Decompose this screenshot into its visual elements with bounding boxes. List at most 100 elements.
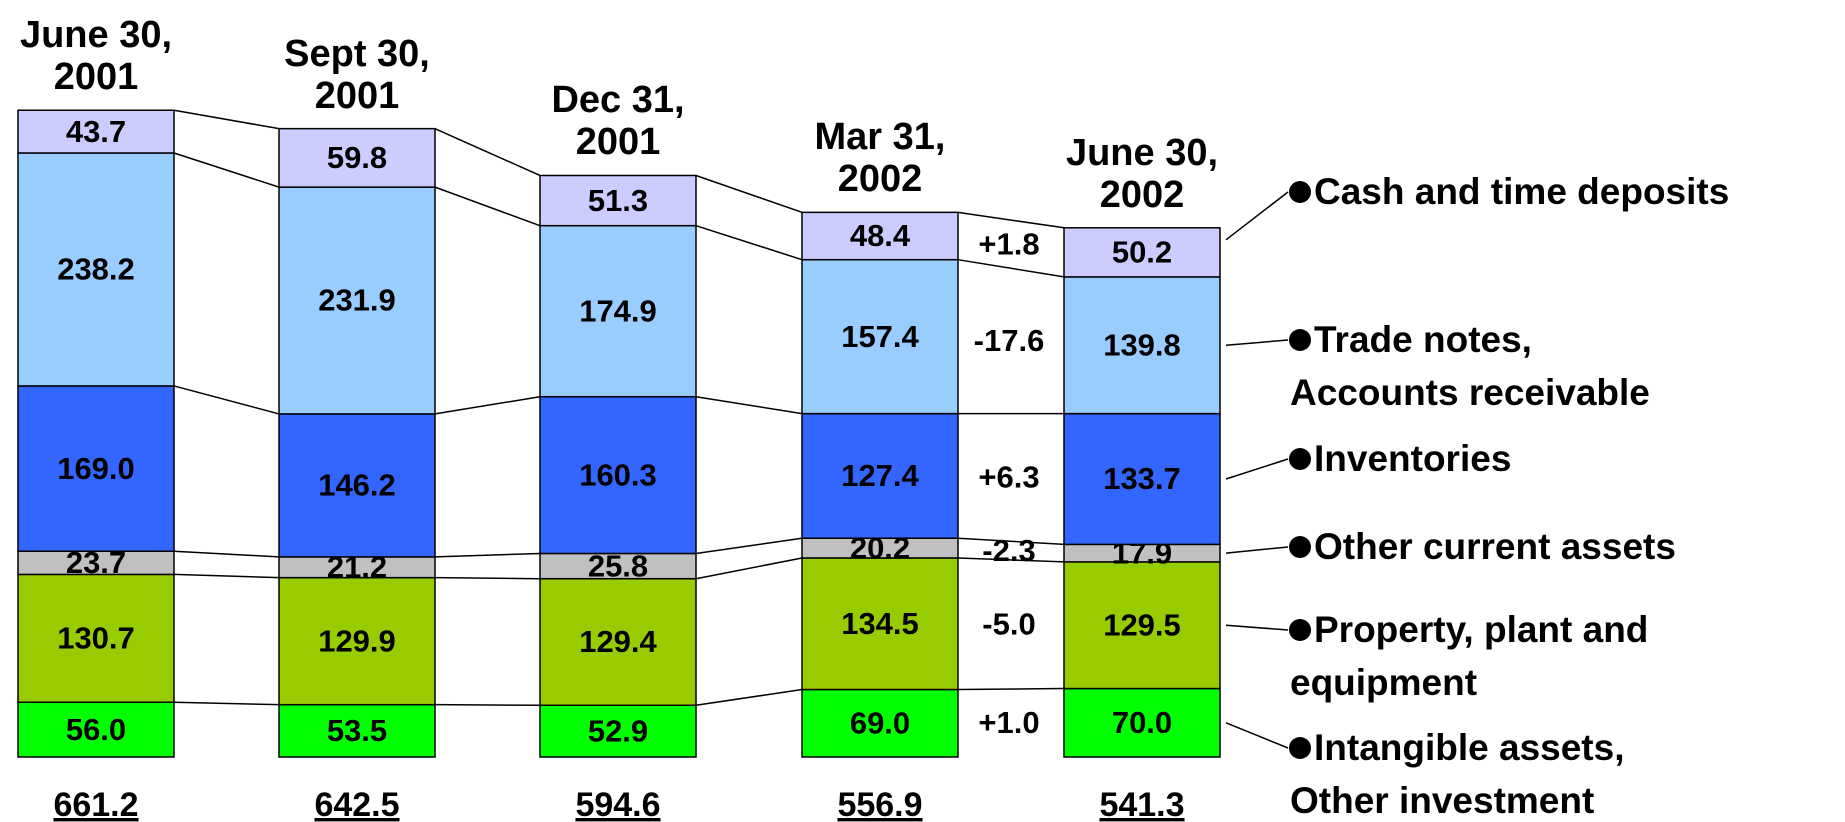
bar-segment	[539, 174, 697, 227]
connector-line	[695, 537, 803, 555]
legend-bullet	[1289, 619, 1311, 641]
data-label: 53.5	[327, 713, 387, 748]
data-label: 134.5	[841, 606, 919, 641]
bar-segment	[801, 412, 959, 539]
change-label: -17.6	[974, 323, 1045, 358]
connector-line	[695, 224, 803, 261]
bar-segment	[539, 395, 697, 555]
category-label: June 30, 2002	[1065, 131, 1219, 216]
legend-label: Property, plant and equipment	[1290, 609, 1649, 703]
legend-bullet	[1289, 737, 1311, 759]
data-label: 133.7	[1103, 461, 1181, 496]
bar-segment	[17, 701, 175, 758]
category-label: Sept 30, 2001	[284, 32, 430, 117]
bar-segment	[17, 109, 175, 154]
total-label: 556.9	[837, 786, 922, 822]
data-label: 231.9	[318, 283, 396, 318]
bar-segment	[278, 186, 436, 415]
bar-segment	[1063, 687, 1221, 758]
data-label: 50.2	[1112, 235, 1172, 270]
connector-line	[695, 174, 803, 214]
connector-line	[173, 701, 280, 706]
bar-segment	[278, 703, 436, 758]
legend-bullet	[1289, 536, 1311, 558]
bar-segment	[1063, 412, 1221, 546]
bar-segment	[17, 152, 175, 387]
connector-line	[434, 703, 541, 707]
connector-line	[695, 688, 803, 707]
legend-leader	[1225, 191, 1289, 241]
bar-segment	[1063, 227, 1221, 278]
data-label: 129.4	[579, 624, 657, 659]
data-label: 169.0	[57, 451, 135, 486]
change-label: +6.3	[978, 460, 1039, 495]
legend-label: Inventories	[1314, 438, 1512, 479]
data-label: 59.8	[327, 140, 387, 175]
data-label: 48.4	[850, 218, 911, 253]
legend-label: Other current assets	[1314, 526, 1676, 567]
connector-line	[434, 186, 541, 227]
data-label: 70.0	[1112, 705, 1172, 740]
data-label: 56.0	[66, 712, 126, 747]
bar-segment	[17, 385, 175, 552]
connector-line	[173, 152, 280, 188]
total-label: 661.2	[53, 786, 138, 822]
legend-bullet	[1289, 181, 1311, 203]
bar-segment	[17, 573, 175, 703]
data-label: 51.3	[588, 183, 648, 218]
category-label: Mar 31, 2002	[814, 116, 946, 201]
legend-leader	[1225, 546, 1289, 554]
bar-segment	[278, 127, 436, 188]
category-label: Dec 31, 2001	[551, 79, 685, 164]
data-label: 43.7	[66, 114, 126, 149]
connector-line	[434, 576, 541, 580]
total-label: 541.3	[1099, 786, 1184, 822]
connector-line	[957, 537, 1065, 546]
bar-segment	[278, 576, 436, 706]
change-label: +1.0	[978, 705, 1039, 740]
connector-line	[434, 552, 541, 558]
bar-segment	[1063, 561, 1221, 690]
legend-leader	[1225, 339, 1289, 347]
legend-label: Cash and time deposits	[1314, 171, 1730, 212]
data-label: 69.0	[850, 705, 910, 740]
connector-line	[173, 550, 280, 558]
data-label: 139.8	[1103, 327, 1181, 362]
connector-line	[957, 557, 1065, 563]
data-label: 174.9	[579, 293, 657, 328]
bar-segment	[801, 211, 959, 261]
legend-leader	[1225, 624, 1289, 631]
legend-leader	[1225, 722, 1289, 749]
total-label: 594.6	[575, 786, 660, 822]
bar-segment	[278, 413, 436, 558]
change-label: +1.8	[978, 226, 1039, 261]
legend-label: Trade notes, Accounts receivable	[1290, 319, 1650, 413]
change-label: -5.0	[982, 607, 1035, 642]
legend-bullet	[1289, 329, 1311, 351]
data-label: 146.2	[318, 468, 396, 503]
bar-segment	[539, 577, 697, 707]
connector-line	[957, 211, 1065, 229]
connector-line	[173, 385, 280, 415]
connector-line	[173, 573, 280, 579]
data-label: 129.5	[1103, 607, 1181, 642]
connector-line	[173, 109, 280, 130]
connector-line	[434, 395, 541, 415]
data-label: 130.7	[57, 621, 135, 656]
legend-bullet	[1289, 448, 1311, 470]
data-label: 52.9	[588, 713, 648, 748]
data-label: 127.4	[841, 458, 919, 493]
total-label: 642.5	[314, 786, 399, 822]
data-label: 160.3	[579, 457, 657, 492]
change-label: -2.3	[982, 533, 1035, 568]
data-label: 157.4	[841, 319, 919, 354]
connector-line	[695, 557, 803, 580]
data-label: 129.9	[318, 623, 396, 658]
connector-line	[695, 395, 803, 415]
bar-segment	[801, 688, 959, 758]
connector-line	[957, 687, 1065, 691]
connector-line	[957, 258, 1065, 278]
bar-segment	[801, 557, 959, 691]
legend-label: Intangible assets, Other investment	[1290, 727, 1625, 821]
